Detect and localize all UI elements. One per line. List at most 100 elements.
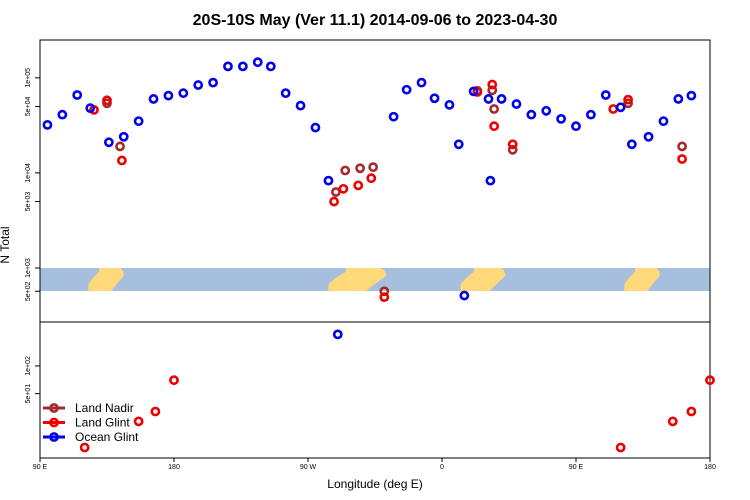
point-land-nadir-11 xyxy=(623,98,634,109)
point-ocean-glint-17 xyxy=(295,100,306,111)
point-ocean-glint-18 xyxy=(310,122,321,133)
point-ocean-glint-4 xyxy=(103,137,114,148)
point-ocean-glint-15 xyxy=(265,61,276,72)
land-mass-3 xyxy=(624,268,660,291)
point-land-glint-15 xyxy=(507,139,518,150)
point-land-nadir-10 xyxy=(507,144,518,155)
point-ocean-glint-30 xyxy=(485,175,496,186)
point-ocean-glint-36 xyxy=(571,121,581,132)
data-points xyxy=(42,57,715,453)
point-land-glint-9 xyxy=(353,180,364,191)
legend-marker-1 xyxy=(49,417,59,428)
lower-ytick-label-0: 5e+01 xyxy=(25,384,32,404)
point-ocean-glint-37 xyxy=(585,109,596,120)
point-ocean-glint-26 xyxy=(453,139,464,150)
point-ocean-glint-2 xyxy=(72,90,83,100)
point-land-glint-22 xyxy=(705,375,715,386)
point-ocean-glint-35 xyxy=(556,113,567,124)
point-ocean-glint-8 xyxy=(163,90,174,101)
point-land-glint-5 xyxy=(150,406,161,417)
point-ocean-glint-27 xyxy=(459,290,470,301)
point-ocean-glint-16 xyxy=(280,88,291,99)
point-ocean-glint-33 xyxy=(526,109,537,120)
upper-ytick-label-3: 1e+05 xyxy=(25,68,32,88)
point-land-glint-11 xyxy=(379,292,390,303)
land-mass-0 xyxy=(328,268,387,291)
point-ocean-glint-10 xyxy=(193,80,204,90)
point-ocean-glint-3 xyxy=(85,103,96,114)
point-ocean-glint-41 xyxy=(643,131,654,142)
point-ocean-glint-24 xyxy=(429,93,440,104)
point-land-glint-6 xyxy=(169,375,179,386)
land-mass-2 xyxy=(88,268,124,291)
point-ocean-glint-32 xyxy=(511,99,522,109)
point-ocean-glint-25 xyxy=(444,99,455,110)
point-land-nadir-8 xyxy=(487,85,498,96)
point-land-glint-17 xyxy=(608,104,619,114)
point-ocean-glint-28 xyxy=(468,86,479,97)
point-land-glint-8 xyxy=(338,183,349,194)
y-axis-ticks: 5e+03 1e+04 5e+04 1e+05 5e+02 1e+03 5e+01 1e+02 xyxy=(25,68,40,404)
point-ocean-glint-6 xyxy=(133,116,144,127)
upper-ytick-label-0: 5e+03 xyxy=(25,192,32,212)
point-ocean-glint-34 xyxy=(541,105,552,116)
point-land-glint-4 xyxy=(133,416,144,427)
xtick-label-4: 90 E xyxy=(569,464,584,471)
point-land-glint-7 xyxy=(329,196,339,207)
point-ocean-glint-19 xyxy=(323,175,334,186)
point-ocean-glint-40 xyxy=(626,139,637,150)
point-ocean-glint-0 xyxy=(42,119,53,130)
point-ocean-glint-20 xyxy=(332,329,343,340)
point-ocean-glint-7 xyxy=(148,94,159,104)
lower-panel-frame xyxy=(39,321,711,459)
point-ocean-glint-23 xyxy=(416,77,427,88)
point-land-nadir-3 xyxy=(340,165,351,176)
point-land-nadir-12 xyxy=(677,141,687,152)
point-land-nadir-1 xyxy=(115,141,125,152)
point-land-glint-10 xyxy=(366,173,377,184)
point-land-nadir-5 xyxy=(368,162,379,173)
lower-ytick-label-1: 1e+02 xyxy=(25,356,32,376)
point-ocean-glint-22 xyxy=(401,84,412,95)
legend-marker-2 xyxy=(49,432,59,442)
xtick-label-1: 180 xyxy=(168,464,180,471)
point-land-glint-20 xyxy=(667,416,678,427)
point-land-glint-1 xyxy=(102,95,112,106)
xtick-label-3: 0 xyxy=(440,464,444,471)
x-axis-label: Longitude (deg E) xyxy=(327,477,422,491)
point-ocean-glint-21 xyxy=(388,111,399,122)
xtick-label-0: 90 E xyxy=(33,464,48,471)
point-ocean-glint-44 xyxy=(686,90,697,101)
chart-title: 20S-10S May (Ver 11.1) 2014-09-06 to 202… xyxy=(193,12,558,29)
point-ocean-glint-29 xyxy=(483,94,494,104)
x-axis-ticks: 90 E 180 90 W 0 90 E 180 xyxy=(33,458,716,471)
point-ocean-glint-9 xyxy=(178,88,189,99)
upper-ytick-label-2: 5e+04 xyxy=(25,97,32,117)
point-ocean-glint-14 xyxy=(252,57,263,68)
point-ocean-glint-39 xyxy=(615,102,626,113)
legend-label-2: Ocean Glint xyxy=(75,430,139,444)
legend-marker-0 xyxy=(49,403,59,413)
point-ocean-glint-1 xyxy=(57,109,68,120)
legend-label-0: Land Nadir xyxy=(75,401,134,415)
point-ocean-glint-5 xyxy=(118,131,129,142)
y-axis-label: N Total xyxy=(0,226,12,263)
point-land-glint-3 xyxy=(79,442,90,453)
point-land-glint-18 xyxy=(623,94,634,105)
legend-label-1: Land Glint xyxy=(75,416,130,430)
point-land-glint-14 xyxy=(489,121,500,132)
point-land-nadir-6 xyxy=(379,286,390,297)
point-land-glint-13 xyxy=(487,79,498,90)
point-land-glint-21 xyxy=(686,406,697,417)
point-ocean-glint-13 xyxy=(237,61,248,72)
point-land-glint-19 xyxy=(677,154,687,164)
point-ocean-glint-31 xyxy=(496,94,507,104)
map-strip xyxy=(40,268,710,291)
xtick-label-2: 90 W xyxy=(300,464,317,471)
point-land-nadir-2 xyxy=(331,187,341,197)
point-ocean-glint-11 xyxy=(208,77,218,88)
land-group xyxy=(88,268,660,291)
point-ocean-glint-43 xyxy=(673,94,684,104)
